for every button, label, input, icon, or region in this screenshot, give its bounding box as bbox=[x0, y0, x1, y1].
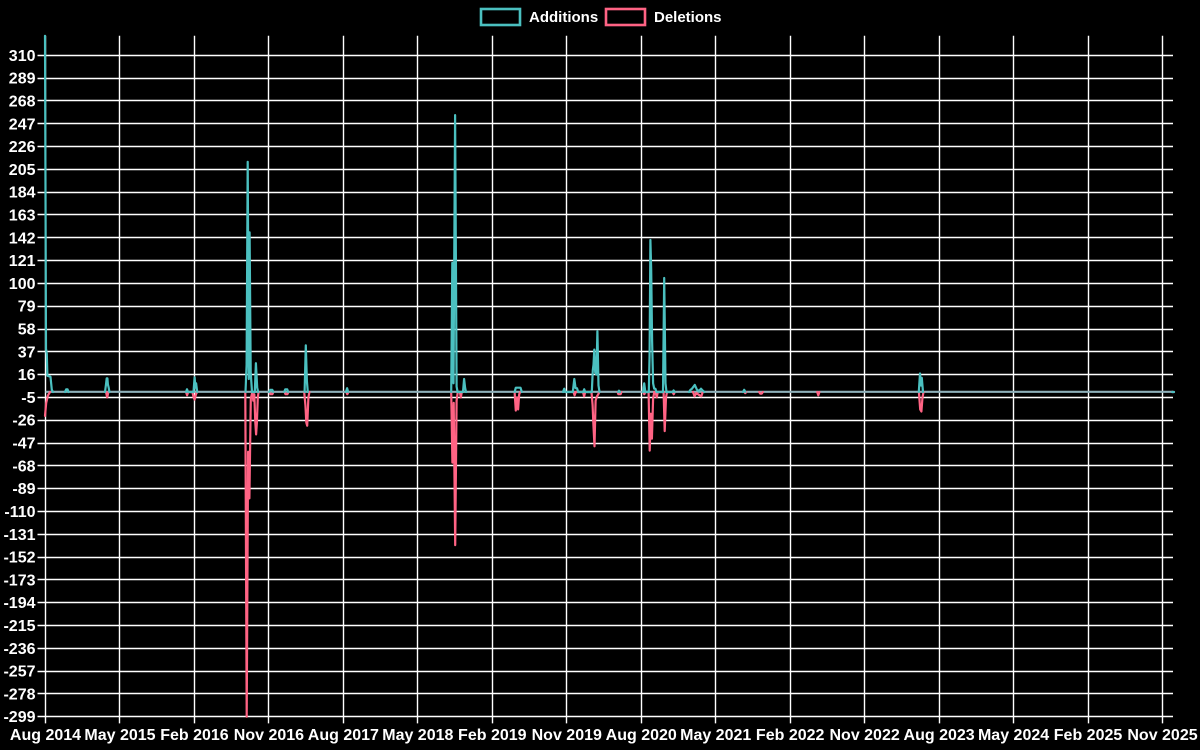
svg-text:Nov 2025: Nov 2025 bbox=[1127, 727, 1197, 744]
svg-text:-89: -89 bbox=[12, 481, 35, 498]
svg-text:247: 247 bbox=[9, 116, 36, 133]
svg-text:May 2024: May 2024 bbox=[978, 727, 1049, 744]
svg-text:May 2015: May 2015 bbox=[84, 727, 155, 744]
svg-text:Aug 2023: Aug 2023 bbox=[904, 727, 975, 744]
svg-text:100: 100 bbox=[9, 276, 36, 293]
svg-text:16: 16 bbox=[18, 367, 36, 384]
svg-text:37: 37 bbox=[18, 344, 36, 361]
svg-text:205: 205 bbox=[9, 162, 36, 179]
svg-text:Feb 2019: Feb 2019 bbox=[458, 727, 527, 744]
svg-text:Deletions: Deletions bbox=[654, 9, 722, 26]
svg-text:-236: -236 bbox=[3, 641, 35, 658]
svg-text:184: 184 bbox=[9, 185, 36, 202]
svg-text:Nov 2022: Nov 2022 bbox=[829, 727, 899, 744]
svg-text:-278: -278 bbox=[3, 686, 35, 703]
svg-text:Feb 2016: Feb 2016 bbox=[160, 727, 229, 744]
svg-text:-5: -5 bbox=[21, 390, 35, 407]
svg-text:226: 226 bbox=[9, 139, 36, 156]
svg-text:-68: -68 bbox=[12, 458, 35, 475]
svg-text:Feb 2025: Feb 2025 bbox=[1054, 727, 1123, 744]
svg-text:163: 163 bbox=[9, 207, 36, 224]
svg-text:289: 289 bbox=[9, 71, 36, 88]
svg-text:-152: -152 bbox=[3, 550, 35, 567]
svg-text:-257: -257 bbox=[3, 664, 35, 681]
svg-text:-26: -26 bbox=[12, 413, 35, 430]
svg-text:-299: -299 bbox=[3, 709, 35, 726]
svg-text:Nov 2016: Nov 2016 bbox=[234, 727, 304, 744]
svg-text:Nov 2019: Nov 2019 bbox=[532, 727, 602, 744]
svg-text:May 2018: May 2018 bbox=[382, 727, 453, 744]
svg-text:Feb 2022: Feb 2022 bbox=[756, 727, 825, 744]
svg-text:Aug 2014: Aug 2014 bbox=[10, 727, 81, 744]
svg-text:142: 142 bbox=[9, 230, 36, 247]
svg-text:Aug 2017: Aug 2017 bbox=[308, 727, 379, 744]
svg-text:Aug 2020: Aug 2020 bbox=[606, 727, 677, 744]
svg-text:-173: -173 bbox=[3, 572, 35, 589]
svg-text:-194: -194 bbox=[3, 595, 35, 612]
svg-text:268: 268 bbox=[9, 93, 36, 110]
svg-text:79: 79 bbox=[18, 299, 36, 316]
svg-text:58: 58 bbox=[18, 322, 36, 339]
svg-text:-47: -47 bbox=[12, 436, 35, 453]
svg-text:-110: -110 bbox=[4, 504, 35, 521]
svg-text:-131: -131 bbox=[3, 527, 35, 544]
svg-text:121: 121 bbox=[9, 253, 36, 270]
svg-text:Additions: Additions bbox=[529, 9, 598, 26]
svg-text:May 2021: May 2021 bbox=[680, 727, 751, 744]
svg-text:-215: -215 bbox=[3, 618, 35, 635]
svg-text:310: 310 bbox=[9, 48, 36, 65]
